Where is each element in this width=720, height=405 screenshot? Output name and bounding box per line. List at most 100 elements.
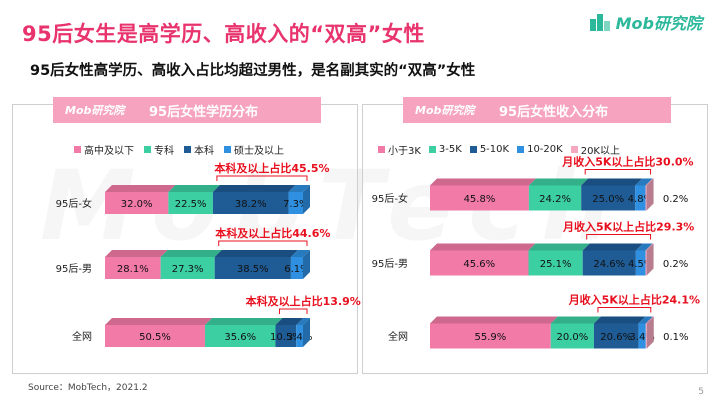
page-subtitle: 95后女性高学历、高收入占比均超过男性，是名副其实的“双高”女性 (30, 63, 476, 79)
annotation-label: 本科及以上占比45.5% (214, 161, 329, 175)
data-label: 20.6% (600, 332, 632, 343)
bar-segment (275, 325, 297, 347)
legend-item: 小于3K (378, 142, 421, 157)
bar-segment (214, 257, 291, 279)
bar-segment-top (528, 243, 590, 251)
data-label: 38.5% (237, 264, 269, 275)
data-label: 27.3% (172, 264, 204, 275)
bar-segment (645, 185, 647, 211)
data-label: 55.9% (474, 332, 506, 343)
annotation-label: 月收入5K以上占比29.3% (562, 220, 694, 234)
annotation-bracket (586, 234, 652, 240)
bar-segment (160, 257, 215, 279)
bar-segment-top (635, 243, 653, 251)
bar-segment-top (288, 185, 310, 192)
annotation-bracket (218, 240, 308, 246)
bar-segment-top (430, 243, 536, 251)
data-label: 25.1% (540, 259, 572, 270)
legend-item: 10-20K (517, 142, 563, 157)
data-label: 0.2% (663, 194, 688, 205)
bar-segment-top (430, 178, 536, 186)
data-label: 38.2% (235, 199, 267, 210)
bar-segment (204, 325, 276, 347)
bar-segment-top (582, 243, 643, 251)
bar-segment-top (105, 318, 212, 325)
annotation-bracket (278, 308, 308, 314)
income-panel-header: Mob研究院 95后女性收入分布 (403, 97, 671, 123)
bar-segment (635, 250, 646, 276)
bar-segment (581, 185, 636, 211)
bar-segment-top (645, 316, 654, 324)
mob-logo-icon (589, 14, 610, 31)
bar-side (646, 316, 654, 349)
page-number: 5 (698, 387, 704, 397)
data-label: 45.8% (464, 194, 496, 205)
bar-segment-top (645, 178, 654, 186)
bar-side (646, 243, 654, 276)
data-label: 45.6% (463, 259, 495, 270)
bar-segment-top (528, 178, 589, 186)
data-label: 22.5% (175, 199, 207, 210)
panel-logo: Mob研究院 (415, 104, 475, 117)
legend-item: 本科 (184, 142, 214, 157)
data-label: 24.6% (593, 259, 625, 270)
legend-item: 硕士及以上 (224, 142, 284, 157)
legend-label: 专科 (154, 146, 174, 157)
legend-label: 硕士及以上 (234, 146, 284, 157)
bar-segment (290, 257, 303, 279)
annotation-label: 月收入5K以上占比30.0% (561, 155, 693, 169)
bar-side (303, 185, 310, 214)
data-label: 3.4% (287, 332, 312, 343)
category-label: 全网 (72, 330, 92, 343)
bar-segment-top (105, 250, 168, 257)
bar-side (303, 250, 310, 279)
bar-segment-top (168, 185, 220, 192)
bar-segment (212, 192, 289, 214)
legend-swatch (224, 146, 231, 153)
bar-segment (105, 325, 205, 347)
category-label: 95后-男 (56, 263, 92, 275)
bar-segment (430, 250, 529, 276)
data-label: 25.0% (592, 194, 624, 205)
legend-label: 20K以上 (580, 146, 620, 157)
bar-segment-top (581, 178, 643, 186)
legend-item: 3-5K (428, 142, 462, 157)
income-legend: 小于3K 3-5K 5-10K 10-20K 20K以上 (378, 142, 620, 157)
bar-segment (430, 323, 551, 349)
annotation-bracket (216, 175, 308, 181)
data-label: 20.0% (556, 332, 588, 343)
data-label: 7.3% (283, 199, 308, 210)
category-label: 全网 (388, 330, 408, 343)
category-label: 95后-女 (56, 197, 92, 210)
bar-segment (638, 323, 646, 349)
bar-segment (528, 250, 583, 276)
bar-segment-top (296, 318, 310, 325)
bar-side (303, 318, 310, 347)
bar-segment-top (593, 316, 646, 324)
bar-segment-top (638, 316, 653, 324)
category-label: 95后-男 (372, 258, 408, 270)
bar-segment (168, 192, 213, 214)
data-label: 35.6% (224, 332, 256, 343)
source-note: Source：MobTech，2021.2 (28, 383, 148, 393)
bar-segment-top (212, 185, 296, 192)
data-label: 0.2% (663, 259, 688, 270)
bar-segment (582, 250, 636, 276)
education-legend: 高中及以下 专科 本科 硕士及以上 (74, 142, 284, 157)
bar-segment (288, 192, 303, 214)
legend-swatch (570, 146, 578, 153)
slide-title: 95后女生是高学历、高收入的“双高”女性 (22, 22, 425, 46)
legend-item: 20K以上 (570, 142, 620, 157)
bar-segment-top (290, 250, 310, 257)
legend-item: 专科 (144, 142, 174, 157)
bar-segment-top (160, 250, 222, 257)
bar-segment-top (214, 250, 298, 257)
bar-segment (528, 185, 582, 211)
data-label: 10.5% (270, 332, 302, 343)
bar-segment (296, 325, 303, 347)
bar-segment (593, 323, 639, 349)
legend-item: 5-10K (469, 142, 509, 157)
bar-segment-top (635, 178, 653, 186)
education-panel-header: Mob研究院 95后女性学历分布 (53, 97, 321, 123)
